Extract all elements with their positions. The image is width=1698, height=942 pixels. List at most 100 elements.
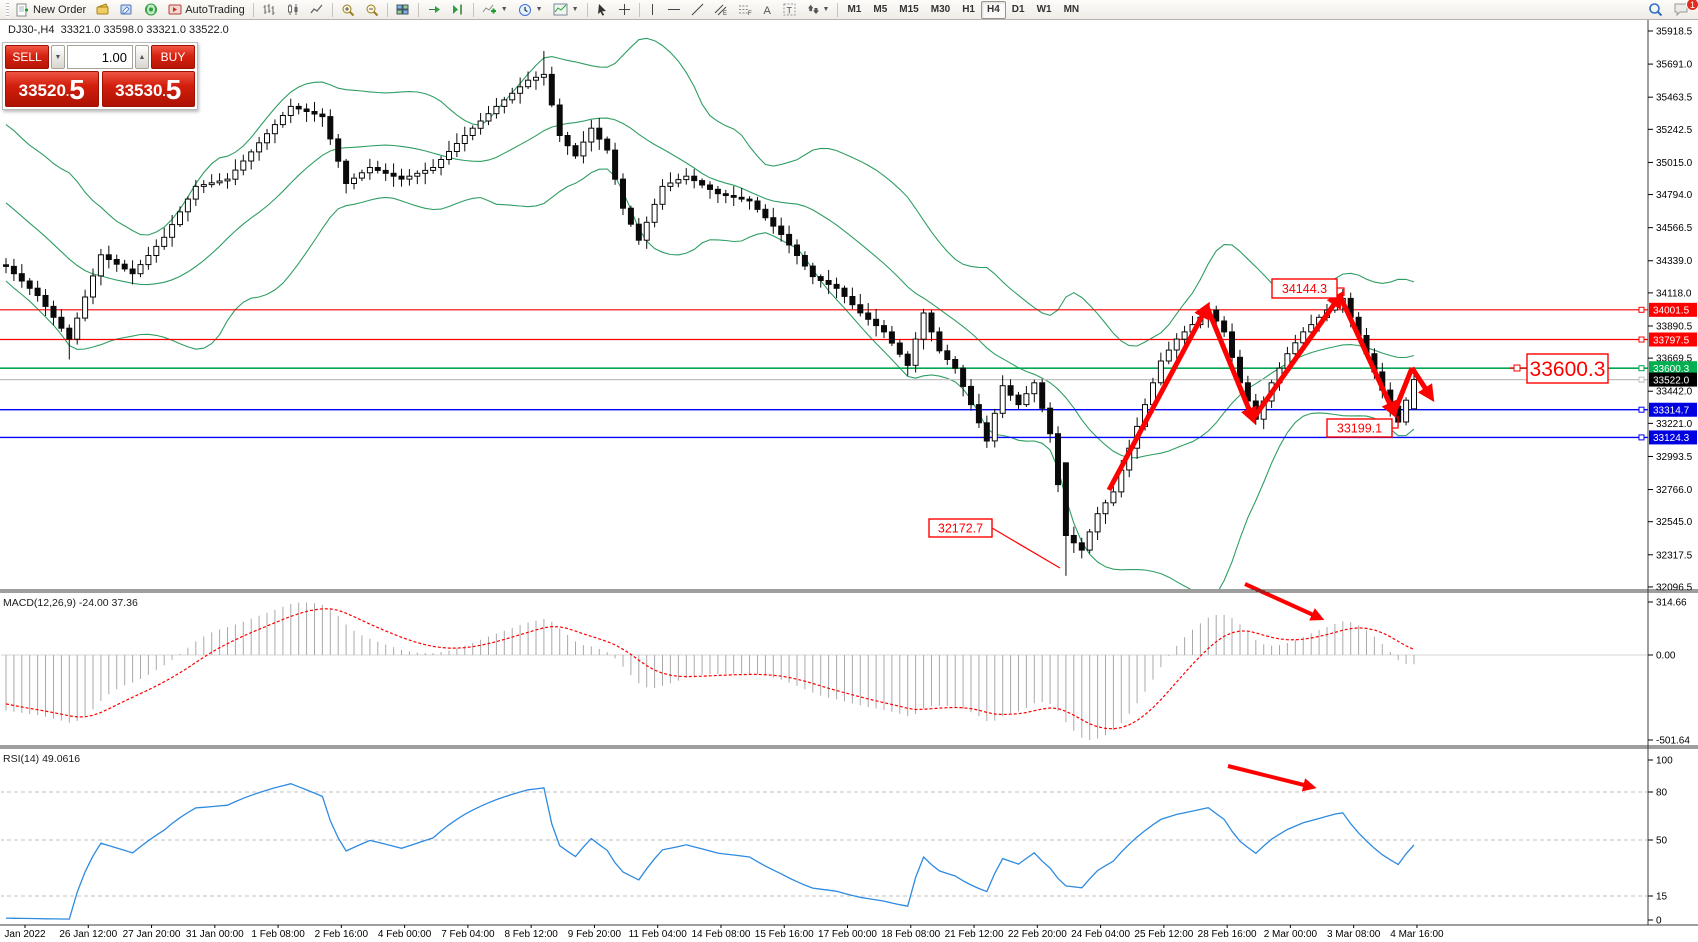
buy-button[interactable]: BUY	[151, 45, 195, 69]
time-tick-label: 25 Feb 12:00	[1134, 929, 1193, 940]
auto-scroll-button[interactable]	[422, 1, 446, 19]
line-chart-icon	[310, 4, 323, 14]
templates-caret-icon: ▼	[571, 6, 579, 13]
one-click-trading-panel: SELL ▼ ▲ BUY 33520.5 33530.5	[2, 42, 198, 110]
vertical-line-icon	[651, 4, 653, 15]
templates-button[interactable]: ▼	[548, 1, 584, 19]
wallet-button[interactable]	[91, 1, 115, 19]
svg-text:F: F	[748, 11, 752, 16]
sell-price-dot: .	[65, 85, 70, 99]
new-order-label: New Order	[33, 3, 87, 16]
chart-area[interactable]: 34144.3 33199.1 32172.7 33600.3 35918.5 35691…	[0, 20, 1698, 942]
tile-windows-button[interactable]	[391, 1, 415, 19]
time-tick-label: 15 Feb 16:00	[755, 929, 814, 940]
autotrading-icon	[168, 4, 182, 15]
volume-down-button[interactable]: ▼	[51, 45, 65, 69]
toolbar-grip[interactable]	[6, 2, 9, 17]
chart-canvas[interactable]: 34144.3 33199.1 32172.7 33600.3 35918.5 35691…	[0, 20, 1698, 942]
vertical-line-tool-button[interactable]	[643, 1, 662, 19]
price-tick-label: 32545.0	[1656, 517, 1693, 528]
price-tick-label: 34794.0	[1656, 190, 1693, 201]
broadcast-icon	[145, 3, 158, 16]
candlesticks	[3, 51, 1417, 576]
price-tick-label: 35242.5	[1656, 125, 1693, 136]
search-button[interactable]	[1643, 1, 1668, 19]
new-order-button[interactable]: New Order	[11, 1, 91, 19]
price-tick-label: 33221.0	[1656, 419, 1693, 430]
timeframe-button-h1[interactable]: H1	[962, 4, 975, 15]
notifications-button[interactable]: 1	[1668, 0, 1698, 19]
rsi-tick-label: 100	[1656, 756, 1673, 767]
indicators-caret-icon: ▼	[500, 6, 508, 13]
buy-price-int: 33530	[115, 81, 163, 100]
arrows-tool-button[interactable]: ▼	[801, 1, 835, 19]
sell-button[interactable]: SELL	[5, 45, 49, 69]
time-tick-label: 21 Feb 12:00	[945, 929, 1004, 940]
cursor-tool-button[interactable]	[591, 1, 613, 19]
rsi-tick-label: 50	[1656, 836, 1668, 847]
price-tick-label: 35015.0	[1656, 158, 1693, 169]
timeframe-bar: M1 M5 M15 M30 H1 H4 D1 W1 MN	[841, 0, 1085, 19]
periods-icon	[518, 3, 531, 16]
sell-price-frac: 5	[69, 74, 85, 105]
horizontal-level-lines	[0, 306, 1648, 441]
price-tick-label: 32993.5	[1656, 452, 1693, 463]
timeframe-button-h4[interactable]: H4	[980, 0, 1006, 19]
chart-shift-button[interactable]	[446, 1, 470, 19]
buy-price-block[interactable]: 33530. 5	[101, 71, 195, 107]
rsi-label: RSI(14) 49.0616	[3, 753, 81, 765]
timeframe-button-m30[interactable]: M30	[930, 4, 951, 15]
macd-histogram	[1, 602, 1647, 740]
zoom-in-icon	[342, 4, 354, 16]
timeframe-button-d1[interactable]: D1	[1011, 4, 1025, 15]
bar-chart-button[interactable]	[257, 1, 281, 19]
label-tool-button[interactable]: T	[778, 1, 801, 19]
indicators-button[interactable]: ▼	[477, 1, 513, 19]
zoom-out-icon	[366, 4, 378, 16]
candle-chart-button[interactable]	[281, 1, 305, 19]
text-icon: A	[763, 5, 771, 16]
text-tool-button[interactable]: A	[757, 1, 778, 19]
timeframe-button-w1[interactable]: W1	[1036, 4, 1052, 15]
sell-price-block[interactable]: 33520. 5	[5, 71, 99, 107]
time-tick-label: 2 Feb 16:00	[315, 929, 369, 940]
volume-input[interactable]	[67, 45, 133, 69]
broadcast-button[interactable]	[139, 1, 163, 19]
price-tick-label: 33442.0	[1656, 387, 1693, 398]
bar-chart-icon	[263, 4, 275, 15]
label-icon: T	[783, 3, 796, 16]
timeframe-button-m15[interactable]: M15	[899, 4, 919, 15]
zoom-in-button[interactable]	[336, 1, 360, 19]
rsi-tick-label: 0	[1656, 916, 1662, 927]
periods-button[interactable]: ▼	[513, 1, 548, 19]
arrows-icon	[807, 4, 819, 14]
price-tick-label: 34118.0	[1656, 288, 1692, 299]
zoom-out-button[interactable]	[360, 1, 384, 19]
time-tick-label: Jan 2022	[4, 929, 46, 940]
time-tick-label: 2 Mar 00:00	[1264, 929, 1318, 940]
price-badge: 33522.0	[1653, 375, 1690, 386]
autotrading-button[interactable]: AutoTrading	[163, 1, 250, 19]
rsi-tick-label: 80	[1656, 788, 1668, 799]
channel-icon: E	[714, 4, 727, 16]
crosshair-icon	[618, 4, 630, 15]
price-tick-label: 35918.5	[1656, 27, 1693, 38]
editor-button[interactable]	[115, 1, 139, 19]
horizontal-line-icon	[667, 9, 680, 10]
svg-text:T: T	[786, 6, 792, 16]
horizontal-line-tool-button[interactable]	[662, 1, 686, 19]
trend-arrows	[991, 287, 1527, 792]
time-tick-label: 3 Mar 08:00	[1327, 929, 1381, 940]
line-chart-button[interactable]	[305, 1, 329, 19]
channel-tool-button[interactable]: E	[709, 1, 733, 19]
trendline-tool-button[interactable]	[686, 1, 709, 19]
buy-price-frac: 5	[165, 74, 182, 105]
volume-up-button[interactable]: ▲	[135, 45, 149, 69]
crosshair-tool-button[interactable]	[613, 1, 636, 19]
time-axis-labels[interactable]: Jan 2022 26 Jan 12:00 27 Jan 20:00 31 Jan 0…	[4, 925, 1444, 940]
timeframe-button-m1[interactable]: M1	[847, 4, 862, 15]
timeframe-button-m5[interactable]: M5	[873, 4, 888, 15]
timeframe-button-mn[interactable]: MN	[1063, 4, 1080, 15]
templates-icon	[553, 3, 568, 16]
fibonacci-tool-button[interactable]: F	[733, 1, 757, 19]
